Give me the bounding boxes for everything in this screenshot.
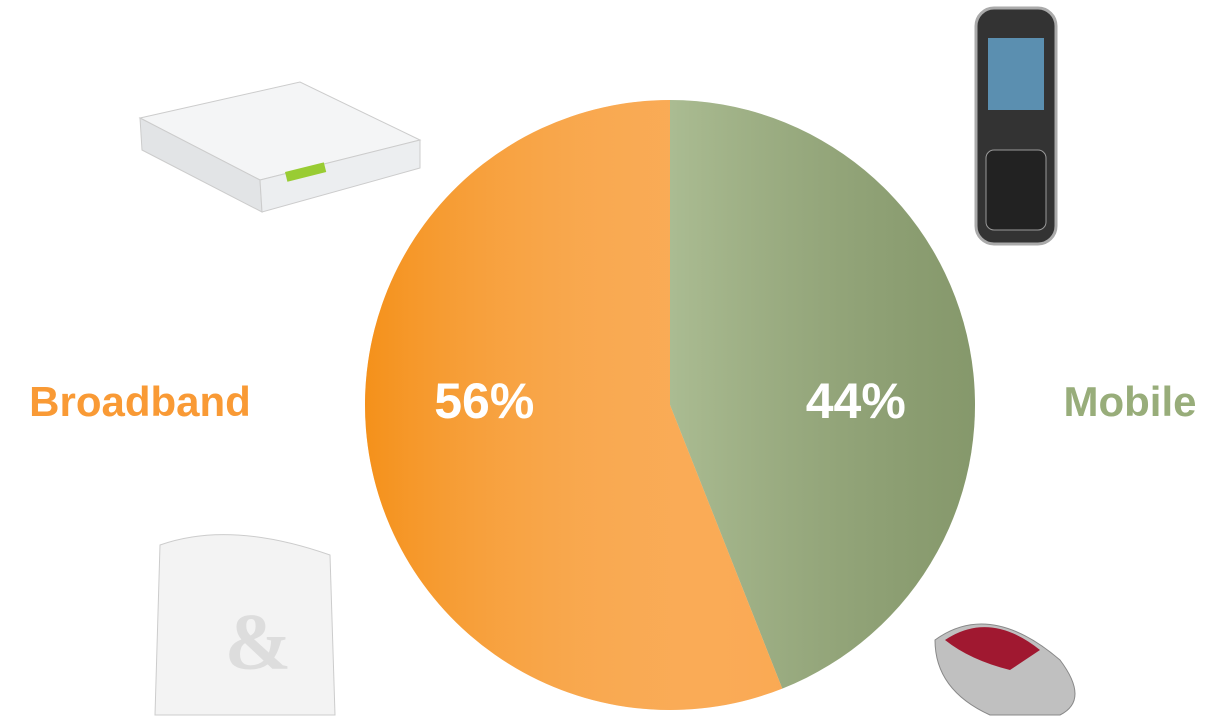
svg-text:&: &	[225, 598, 292, 686]
category-label: Broadband	[29, 378, 251, 425]
value-label: 56%	[434, 373, 534, 429]
router-illustration	[138, 81, 422, 213]
pie	[365, 100, 975, 711]
value-label: 44%	[806, 373, 906, 429]
phone-illustration	[974, 6, 1058, 246]
livebox-illustration: &	[154, 534, 336, 716]
category-label: Mobile	[1064, 378, 1197, 425]
slice-shading	[365, 100, 783, 711]
flip-phone-illustration	[934, 623, 1076, 716]
slice-shading	[670, 100, 975, 689]
